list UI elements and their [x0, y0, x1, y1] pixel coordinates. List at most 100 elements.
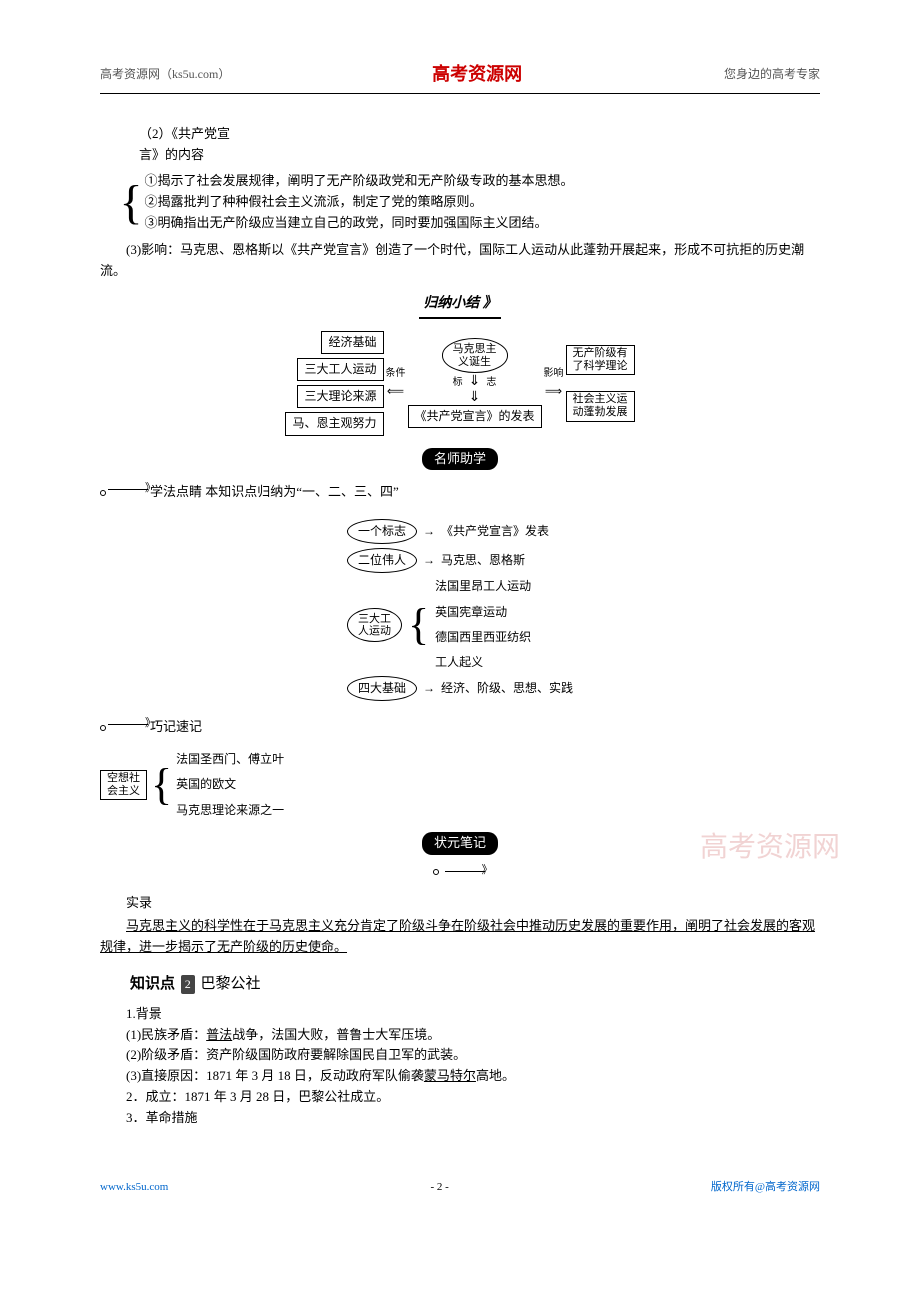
brace-item: ②揭露批判了种种假社会主义流派，制定了党的策略原则。: [145, 192, 574, 213]
kn-title-text: 巴黎公社: [201, 976, 261, 992]
kn2-h2: 2．成立：1871 年 3 月 28 日，巴黎公社成立。: [126, 1087, 820, 1108]
d1-zhi: 志: [486, 375, 496, 391]
header-right: 您身边的高考专家: [724, 65, 820, 84]
d1-right-box: 无产阶级有 了科学理论: [566, 345, 635, 375]
page-number: - 2 -: [430, 1179, 448, 1197]
d3-item: 法国圣西门、傅立叶: [176, 750, 284, 769]
d3-item: 马克思理论来源之一: [176, 801, 284, 820]
diagram-qiaoji: 空想社 会主义 { 法国圣西门、傅立叶 英国的欧文 马克思理论来源之一: [100, 750, 820, 820]
kn2-p3: (3)直接原因：1871 年 3 月 18 日，反动政府军队偷袭蒙马特尔高地。: [126, 1066, 820, 1087]
pill-title: 状元笔记: [422, 832, 498, 855]
section-guina: 归纳小结: [100, 293, 820, 318]
txt: 了科学理论: [573, 360, 628, 372]
para-2-line1: （2）《共产党宣: [139, 124, 820, 145]
arrow-down-icon: ⇓: [469, 375, 481, 391]
d2-sub-item: 英国宪章运动: [435, 603, 531, 622]
header-title: 高考资源网: [432, 60, 522, 89]
kn-num-badge: 2: [181, 975, 195, 994]
kn2-p1: (1)民族矛盾：普法战争，法国大败，普鲁士大军压境。: [126, 1025, 820, 1046]
dot-icon: [100, 725, 106, 731]
brace-icon: {: [120, 171, 143, 233]
txt: 战争，法国大败，普鲁士大军压境。: [232, 1027, 440, 1042]
d2-sub-item: 工人起义: [435, 653, 531, 672]
footer-copyright: 版权所有@高考资源网: [711, 1179, 820, 1197]
para-2-line2: 言》的内容: [139, 145, 820, 166]
kn2-h3: 3．革命措施: [126, 1108, 820, 1129]
d2-oval: 二位伟人: [347, 548, 417, 573]
header-left: 高考资源网（ks5u.com）: [100, 65, 230, 84]
diagram-xuefa: 一个标志 → 《共产党宣言》发表 二位伟人 → 马克思、恩格斯 三大工 人运动 …: [100, 515, 820, 705]
d3-item: 英国的欧文: [176, 775, 284, 794]
kn2-h1: 1.背景: [126, 1004, 820, 1025]
txt: 社会主义运: [573, 393, 628, 405]
txt: (3)直接原因：1871 年 3 月 18 日，反动政府军队偷袭: [126, 1068, 424, 1083]
d1-center-oval: 马克思主 义诞生: [442, 338, 508, 372]
kn2-heading: 知识点 2 巴黎公社: [130, 972, 820, 996]
section-title: 归纳小结: [419, 293, 501, 318]
d1-right-box: 社会主义运 动蓬勃发展: [566, 391, 635, 421]
txt-underline: 普法: [206, 1027, 232, 1042]
d2-text: 马克思、恩格斯: [441, 551, 525, 570]
d1-effect-label: 影响: [544, 366, 564, 382]
brace-list-1: { ①揭示了社会发展规律，阐明了无产阶级政党和无产阶级专政的基本思想。 ②揭露批…: [120, 171, 821, 233]
d1-bottom-box: 《共产党宣言》的发表: [408, 405, 542, 428]
txt: 三大工: [358, 613, 391, 625]
d2-sub-item: 德国西里西亚纺织: [435, 628, 531, 647]
arrow-right-icon: →: [423, 679, 435, 698]
qiaoji-head: 巧记速记: [100, 717, 820, 738]
diagram-guina: 经济基础 三大工人运动 三大理论来源 马、恩主观努力 条件 ⟸ 马克思主 义诞生…: [100, 331, 820, 436]
arrow-down-icon: ⇓: [469, 391, 481, 405]
section-zhuangyuan: 状元笔记 高考资源网: [100, 832, 820, 882]
footer-url[interactable]: www.ks5u.com: [100, 1179, 168, 1197]
d1-box: 三大工人运动: [297, 358, 383, 381]
d2-sub-item: 法国里昂工人运动: [435, 577, 531, 596]
d2-text: 《共产党宣言》发表: [441, 522, 549, 541]
arrow-right-icon: →: [423, 522, 435, 541]
pill-title: 名师助学: [422, 448, 498, 471]
xuefa-lead: 学法点睛 本知识点归纳为“一、二、三、四”: [150, 482, 399, 503]
brace-icon: {: [408, 607, 429, 642]
para-3: (3)影响：马克思、恩格斯以《共产党宣言》创造了一个时代，国际工人运动从此蓬勃开…: [100, 240, 820, 282]
d2-oval-multi: 三大工 人运动: [347, 608, 402, 642]
brace-icon: {: [151, 767, 172, 802]
dot-icon: [433, 869, 439, 875]
brace-item: ③明确指出无产阶级应当建立自己的政党，同时要加强国际主义团结。: [145, 213, 574, 234]
page-footer: www.ks5u.com - 2 - 版权所有@高考资源网: [100, 1179, 820, 1197]
txt: 空想社: [107, 772, 140, 784]
shilu-label: 实录: [126, 893, 820, 914]
d1-box: 马、恩主观努力: [285, 412, 383, 435]
xuefa-head: 学法点睛 本知识点归纳为“一、二、三、四”: [100, 482, 820, 503]
qiaoji-lead: 巧记速记: [150, 717, 202, 738]
d3-box: 空想社 会主义: [100, 770, 147, 800]
d1-box: 经济基础: [321, 331, 383, 354]
kn-prefix: 知识点: [130, 976, 175, 992]
txt: 高地。: [476, 1068, 515, 1083]
arrow-long-icon: [108, 489, 148, 490]
d1-box: 三大理论来源: [297, 385, 383, 408]
txt-underline: 蒙马特尔: [424, 1068, 476, 1083]
d2-oval: 一个标志: [347, 519, 417, 544]
d1-left-col: 经济基础 三大工人运动 三大理论来源 马、恩主观努力: [285, 331, 383, 436]
d1-right-col: 无产阶级有 了科学理论 社会主义运 动蓬勃发展: [566, 345, 635, 422]
arrow-right-icon: →: [423, 551, 435, 570]
shilu-text: 马克思主义的科学性在于马克思主义充分肯定了阶级斗争在阶级社会中推动历史发展的重要…: [100, 916, 820, 958]
d2-oval: 四大基础: [347, 676, 417, 701]
arrow-left-icon: ⟸: [387, 382, 404, 401]
arrow-right-icon: ⟹: [545, 382, 562, 401]
dot-icon: [100, 490, 106, 496]
d1-mark: 标: [453, 375, 463, 391]
kn2-p2: (2)阶级矛盾：资产阶级国防政府要解除国民自卫军的武装。: [126, 1045, 820, 1066]
arrow-long-icon: [445, 871, 485, 872]
d1-center-l2: 义诞生: [458, 356, 491, 368]
txt: 无产阶级有: [573, 347, 628, 359]
d2-text: 经济、阶级、思想、实践: [441, 679, 573, 698]
page-header: 高考资源网（ks5u.com） 高考资源网 您身边的高考专家: [100, 60, 820, 94]
section-mingshi: 名师助学: [100, 448, 820, 471]
txt: (1)民族矛盾：: [126, 1027, 206, 1042]
txt: 动蓬勃发展: [573, 406, 628, 418]
d1-cond-label: 条件: [386, 366, 406, 382]
arrow-long-icon: [108, 724, 148, 725]
txt: 人运动: [358, 625, 391, 637]
brace-item: ①揭示了社会发展规律，阐明了无产阶级政党和无产阶级专政的基本思想。: [145, 171, 574, 192]
txt: 会主义: [107, 785, 140, 797]
